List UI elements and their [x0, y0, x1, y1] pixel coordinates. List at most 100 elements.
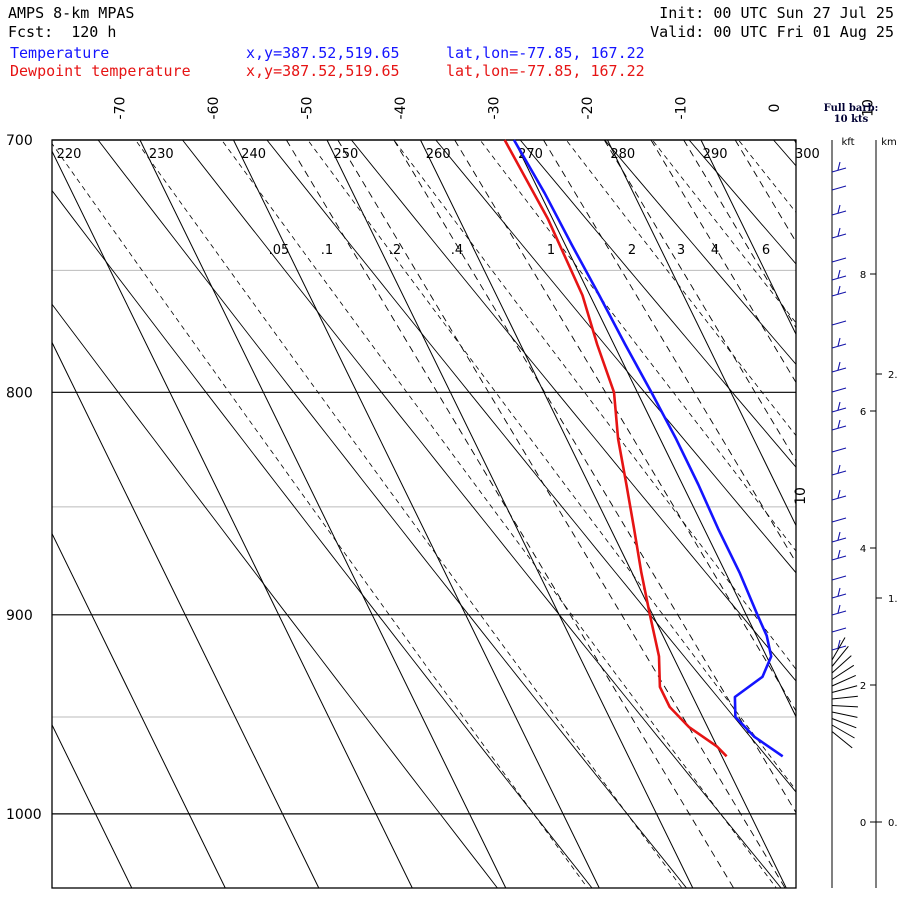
temperature-legend: Temperature — [10, 44, 110, 62]
model-title: AMPS 8-km MPAS — [8, 4, 135, 22]
moist-adiabat — [565, 140, 796, 437]
temperature-tick-label: -60 — [206, 97, 222, 120]
wind-barb — [831, 470, 847, 476]
isotherm-line — [52, 532, 226, 888]
dry-adiabat — [52, 303, 498, 888]
theta-label: 260 — [426, 147, 451, 162]
theta-label: 240 — [241, 147, 266, 162]
wind-barb — [831, 447, 847, 453]
moist-adiabat — [52, 142, 589, 888]
plot-frame — [51, 139, 797, 889]
wind-barb — [831, 320, 847, 326]
dry-adiabat — [519, 140, 796, 468]
wind-barb — [831, 655, 852, 674]
wind-barb — [831, 724, 855, 739]
dry-adiabat — [350, 140, 796, 682]
wind-barb-flag — [837, 489, 841, 499]
temperature-tick-label: -50 — [299, 97, 315, 120]
moist-adiabat — [393, 140, 796, 670]
km-tick-label: 1. — [888, 594, 898, 605]
kft-tick-label: 8 — [860, 270, 866, 281]
wind-barb — [831, 343, 847, 349]
wind-barb — [831, 367, 847, 373]
moist-adiabat — [651, 140, 796, 324]
mixing-ratio-line — [734, 140, 796, 243]
theta-label: 250 — [333, 147, 358, 162]
dewpoint-latlon: lat,lon=-77.85, 167.22 — [446, 62, 645, 80]
barb-scale-note: Full barb: 10 kts — [818, 103, 884, 125]
mixing-ratio-line — [393, 140, 796, 814]
wind-barb-flag — [837, 604, 841, 614]
kft-tick-label: 2 — [860, 681, 866, 692]
dewpoint-trace — [503, 139, 728, 758]
wind-barb-flag — [837, 204, 841, 214]
isotherm-line — [888, 140, 900, 888]
isotherm-line — [52, 150, 413, 888]
wind-barb-flag — [837, 531, 841, 541]
wind-barb — [831, 705, 858, 708]
kft-tick-label: 6 — [860, 407, 866, 418]
kft-axis-label: kft — [841, 137, 854, 148]
mixing-ratio-label: .1 — [321, 243, 333, 258]
isotherm-line — [233, 140, 600, 888]
wind-barb-flag — [837, 549, 841, 559]
forecast-hour: Fcst: 120 h — [8, 23, 117, 41]
mixing-ratio-line — [454, 140, 796, 712]
wind-barb — [831, 185, 847, 191]
valid-time: Valid: 00 UTC Fri 01 Aug 25 — [650, 23, 894, 41]
wind-barb — [831, 593, 847, 599]
wind-barb — [831, 233, 847, 239]
dry-adiabat — [604, 140, 796, 365]
wind-barb-flag — [837, 361, 841, 371]
barb-scale-line-1: Full barb: — [823, 103, 879, 114]
dewpoint-legend: Dewpoint temperature — [10, 62, 191, 80]
pressure-tick-label: 700 — [6, 133, 33, 149]
wind-barb — [831, 575, 847, 581]
wind-barb — [831, 695, 858, 700]
temperature-latlon: lat,lon=-77.85, 167.22 — [446, 44, 645, 62]
mixing-ratio-line — [603, 140, 796, 462]
wind-barb — [831, 711, 858, 718]
mixing-ratio-line — [286, 140, 734, 888]
pressure-tick-label: 1000 — [6, 807, 42, 823]
theta-label: 290 — [703, 147, 728, 162]
mixing-ratio-label: .2 — [389, 243, 401, 258]
wind-barb — [831, 537, 847, 543]
wind-barb — [831, 275, 847, 281]
wind-barb-flag — [837, 269, 841, 279]
isotherm-line — [513, 140, 796, 718]
wind-barb-flag — [837, 337, 841, 347]
isotherm-line — [139, 140, 507, 888]
wind-barb — [831, 627, 847, 633]
dry-adiabat — [52, 189, 593, 888]
theta-label: 230 — [149, 147, 174, 162]
mixing-ratio-label: 2 — [628, 243, 636, 258]
wind-barb — [831, 637, 846, 661]
mixing-ratio-label: .4 — [451, 243, 463, 258]
plot-area — [0, 113, 900, 900]
wind-barb — [831, 645, 849, 667]
wind-barb — [831, 731, 853, 749]
wind-barb — [831, 495, 847, 501]
isotherm-line — [607, 140, 796, 527]
moist-adiabat — [889, 113, 900, 900]
pressure-tick-label: 900 — [6, 608, 33, 624]
isotherm-line — [0, 140, 38, 888]
mixing-ratio-label: 1 — [547, 243, 555, 258]
moist-adiabat — [803, 113, 900, 900]
dry-adiabat — [181, 140, 782, 888]
theta-label: 300 — [795, 147, 820, 162]
theta-label: 280 — [610, 147, 635, 162]
temperature-tick-label: 0 — [767, 104, 783, 113]
mixing-ratio-line — [683, 140, 796, 329]
temperature-tick-label: 10 — [860, 99, 876, 117]
barb-scale-line-2: 10 kts — [833, 114, 869, 125]
dry-adiabat — [266, 140, 796, 793]
isotherm-line — [52, 341, 320, 888]
mixing-ratio-label: 4 — [711, 243, 719, 258]
mixing-ratio-line — [337, 140, 786, 888]
wind-barb — [831, 167, 847, 173]
temperature-tick-label: -20 — [580, 97, 596, 120]
moist-adiabat — [135, 140, 683, 888]
wind-barb — [831, 664, 855, 680]
